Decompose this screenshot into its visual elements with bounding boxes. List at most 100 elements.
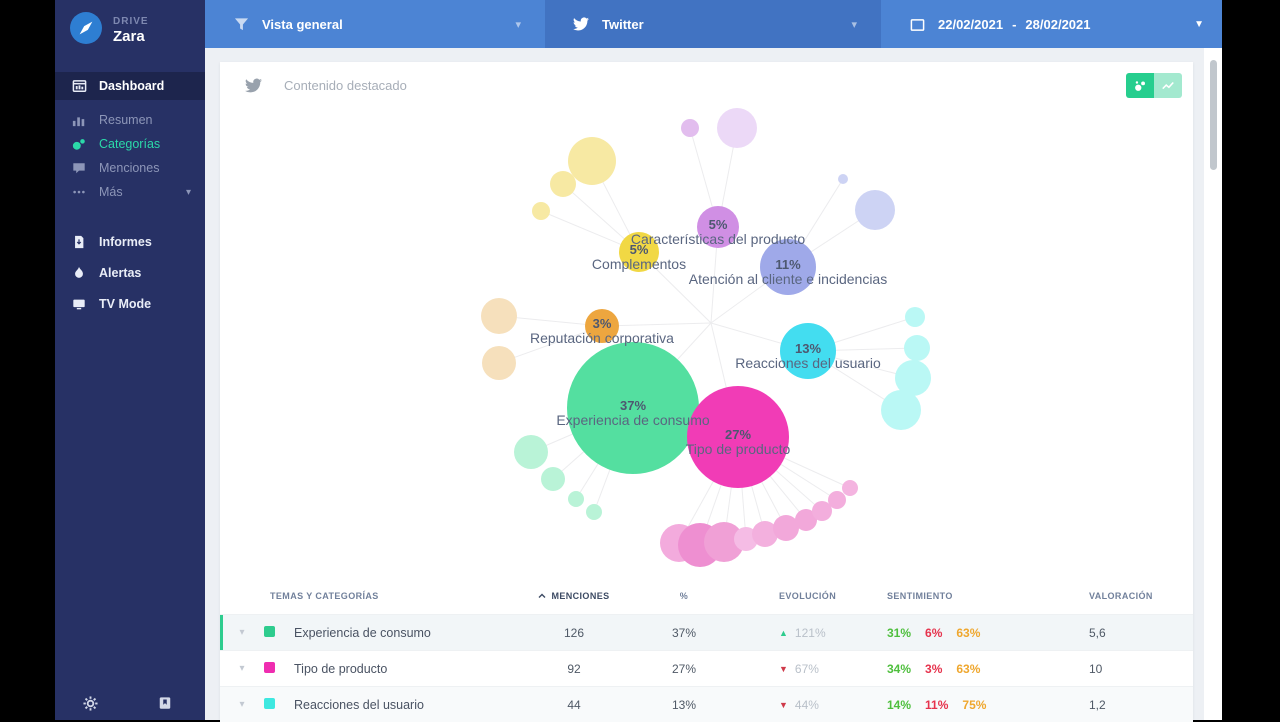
sidebar-item-dashboard[interactable]: Dashboard	[55, 72, 205, 100]
satellite-bubble[interactable]	[842, 480, 858, 496]
sidebar-item-label: Alertas	[99, 265, 142, 280]
sentiment-positive: 14%	[887, 697, 912, 712]
bubble-percent: 13%	[795, 341, 821, 356]
row-expand-caret[interactable]: ▾	[239, 663, 245, 674]
row-expand-caret[interactable]: ▾	[239, 627, 245, 638]
caret-down-icon: ▼	[1194, 18, 1204, 30]
featured-content-card: Contenido destacado 37% Experiencia de co…	[220, 62, 1193, 722]
satellite-bubble[interactable]	[752, 521, 778, 547]
category-bubble-caracteristicas[interactable]	[697, 206, 739, 248]
sidebar-item-label: Más	[99, 185, 123, 199]
bubble-label: Reacciones del usuario	[735, 355, 881, 371]
satellite-bubble[interactable]	[838, 174, 848, 184]
sidebar-item-categorias[interactable]: Categorías	[55, 132, 205, 156]
sidebar-item-menciones[interactable]: Menciones	[55, 156, 205, 180]
satellite-bubble[interactable]	[795, 509, 817, 531]
satellite-bubble[interactable]	[812, 501, 832, 521]
satellite-bubble[interactable]	[482, 346, 516, 380]
category-bubble-reputacion[interactable]	[585, 309, 619, 343]
satellite-bubble[interactable]	[568, 137, 616, 185]
satellite-bubble[interactable]	[541, 467, 565, 491]
table-row[interactable]: ▾ Experiencia de consumo 126 37% ▲ 121% 31% 6% 6…	[220, 614, 1193, 650]
trend-down-icon: ▼	[779, 663, 788, 674]
category-swatch	[264, 661, 275, 673]
category-bubble-complementos[interactable]	[619, 232, 659, 272]
col-sentiment[interactable]: SENTIMIENTO	[887, 591, 953, 601]
sentiment-cell: 14% 11% 75%	[859, 698, 1069, 712]
sidebar-item-resumen[interactable]: Resumen	[55, 108, 205, 132]
satellite-bubble[interactable]	[773, 515, 799, 541]
categories-table: TEMAS Y CATEGORÍAS MENCIONES % EVOLUCIÓN…	[220, 578, 1193, 722]
satellite-bubble[interactable]	[514, 435, 548, 469]
scrollbar-track[interactable]	[1204, 48, 1222, 720]
table-row[interactable]: ▾ Tipo de producto 92 27% ▼ 67% 34% 3% 63% 10	[220, 650, 1193, 686]
col-categories[interactable]: TEMAS Y CATEGORÍAS	[270, 591, 379, 601]
sidebar-item-label: Categorías	[99, 137, 161, 151]
satellite-bubble[interactable]	[586, 504, 602, 520]
sentiment-cell: 34% 3% 63%	[859, 662, 1069, 676]
satellite-bubble[interactable]	[532, 202, 550, 220]
sidebar-item-mas[interactable]: Más ▾	[55, 180, 205, 204]
satellite-bubble[interactable]	[678, 523, 722, 567]
satellite-bubble[interactable]	[550, 171, 576, 197]
satellite-bubble[interactable]	[681, 119, 699, 137]
dashboard-icon	[71, 78, 87, 94]
sidebar-item-alertas[interactable]: Alertas	[55, 257, 205, 288]
satellite-bubble[interactable]	[704, 522, 744, 562]
row-expand-caret[interactable]: ▾	[239, 699, 245, 710]
bubble-view-button[interactable]	[1126, 73, 1154, 98]
category-bubble-atencion[interactable]	[760, 239, 816, 295]
category-name: Experiencia de consumo	[294, 625, 431, 640]
category-bubble-tipo[interactable]	[687, 386, 789, 488]
sentiment-neutral: 63%	[956, 661, 981, 676]
satellite-bubble[interactable]	[481, 298, 517, 334]
flame-icon	[71, 265, 87, 281]
col-percent[interactable]: %	[679, 591, 689, 601]
satellite-bubble[interactable]	[881, 390, 921, 430]
sentiment-negative: 11%	[925, 697, 949, 712]
satellite-bubble[interactable]	[734, 527, 758, 551]
scrollbar-thumb[interactable]	[1210, 60, 1217, 170]
sentiment-positive: 31%	[887, 625, 912, 640]
evolution-value: 67%	[794, 661, 819, 676]
bubble-label: Reputación corporativa	[530, 330, 674, 346]
calendar-icon	[909, 16, 925, 32]
satellite-bubble[interactable]	[828, 491, 846, 509]
report-icon	[71, 234, 87, 250]
swatch-wrap	[264, 625, 294, 640]
swatch-wrap	[264, 661, 294, 676]
sidebar-item-informes[interactable]: Informes	[55, 226, 205, 257]
twitter-icon	[573, 16, 589, 32]
satellite-bubble[interactable]	[904, 335, 930, 361]
bar-chart-icon	[71, 112, 87, 128]
table-row[interactable]: ▾ Reacciones del usuario 44 13% ▼ 44% 14% 11% 75…	[220, 686, 1193, 722]
satellite-bubble[interactable]	[717, 108, 757, 148]
brand-product-name: DRIVE	[113, 16, 149, 28]
satellite-bubble[interactable]	[895, 360, 931, 396]
satellite-bubble[interactable]	[660, 524, 698, 562]
bookmark-icon[interactable]	[157, 695, 173, 711]
category-bubble-experiencia[interactable]	[567, 342, 699, 474]
rating-value: 10	[1089, 661, 1103, 676]
col-mentions[interactable]: MENCIONES	[519, 591, 629, 601]
percent-value: 27%	[671, 661, 697, 676]
satellite-bubble[interactable]	[905, 307, 925, 327]
bubble-label: Complementos	[592, 256, 686, 272]
chevron-down-icon: ▾	[851, 18, 857, 31]
main-content: Contenido destacado 37% Experiencia de co…	[205, 48, 1222, 722]
daterange-dropdown[interactable]: 22/02/2021 - 28/02/2021 ▼	[881, 0, 1222, 48]
satellite-bubble[interactable]	[855, 190, 895, 230]
trend-view-button[interactable]	[1154, 73, 1182, 98]
gear-icon[interactable]	[82, 695, 98, 711]
mentions-value: 92	[567, 661, 581, 676]
filter-dropdown[interactable]: Vista general ▾	[205, 0, 545, 48]
satellite-bubble[interactable]	[568, 491, 584, 507]
col-rating[interactable]: VALORACIÓN	[1089, 591, 1153, 601]
source-label: Twitter	[602, 16, 644, 32]
sidebar-item-tv-mode[interactable]: TV Mode	[55, 288, 205, 319]
category-bubble-reacciones[interactable]	[780, 323, 836, 379]
chevron-down-icon[interactable]: ▾	[185, 186, 191, 198]
col-evolution[interactable]: EVOLUCIÓN	[779, 591, 837, 601]
source-dropdown[interactable]: Twitter ▾	[545, 0, 881, 48]
brand[interactable]: DRIVE Zara	[55, 0, 205, 60]
